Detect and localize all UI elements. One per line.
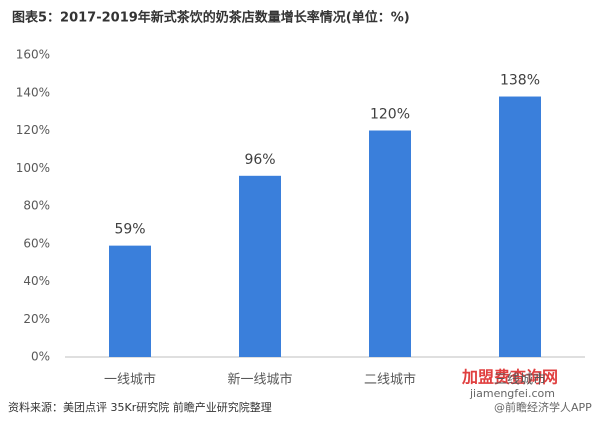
watermark: jiamengfei.com [469, 387, 555, 400]
y-tick-label: 80% [23, 199, 50, 213]
x-tick-label: 一线城市 [104, 372, 156, 388]
y-tick-label: 160% [16, 48, 50, 62]
y-tick-label: 40% [23, 274, 50, 288]
x-tick-label: 三线城市 [494, 372, 546, 388]
y-tick-label: 60% [23, 236, 50, 250]
bar [109, 245, 151, 357]
y-tick-label: 20% [23, 312, 50, 326]
y-tick-label: 120% [16, 123, 50, 137]
value-label: 96% [244, 152, 275, 168]
value-label: 59% [114, 222, 145, 238]
x-tick-label: 二线城市 [364, 372, 416, 388]
y-tick-label: 100% [16, 161, 50, 175]
source: 资料来源：美团点评 35Kr研究院 前瞻产业研究院整理 [8, 400, 272, 414]
x-tick-label: 新一线城市 [227, 372, 292, 388]
watermark: 加盟费查询网 [461, 368, 558, 387]
value-label: 120% [370, 107, 410, 123]
watermark: @前瞻经济学人APP [494, 400, 592, 414]
y-tick-label: 0% [31, 350, 50, 364]
bar [369, 130, 411, 357]
value-label: 138% [500, 73, 540, 89]
chart-title: 图表5：2017-2019年新式茶饮的奶茶店数量增长率情况(单位：%) [12, 10, 410, 26]
y-tick-label: 140% [16, 85, 50, 99]
bar [499, 96, 541, 358]
bar [239, 175, 281, 357]
